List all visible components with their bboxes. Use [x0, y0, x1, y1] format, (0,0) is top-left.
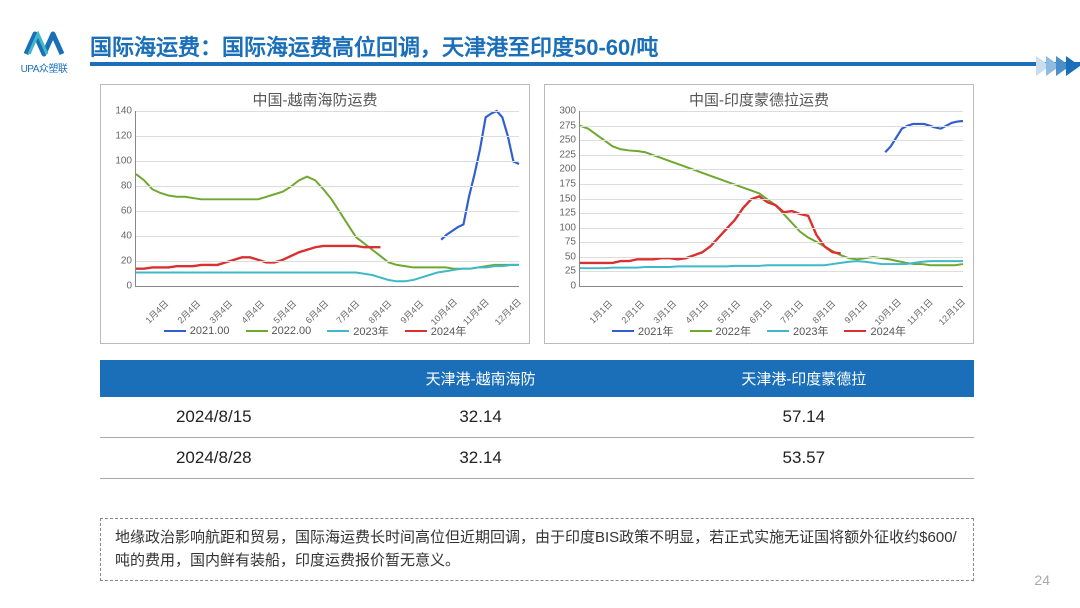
slide-title: 国际海运费：国际海运费高位回调，天津港至印度50-60/吨 [90, 30, 1080, 62]
chart-vietnam: 中国-越南海防运费 0204060801001201401月4日2月4日3月4日… [100, 84, 530, 344]
legend-item: 2024年 [405, 323, 466, 339]
legend-item: 2021.00 [164, 323, 230, 339]
charts-row: 中国-越南海防运费 0204060801001201401月4日2月4日3月4日… [100, 84, 974, 344]
page-number: 24 [1034, 572, 1050, 588]
table-row: 2024/8/2832.1453.57 [100, 438, 974, 479]
title-underline [90, 62, 1080, 66]
footnote: 地缘政治影响航距和贸易，国际海运费长时间高位但近期回调，由于印度BIS政策不明显… [100, 518, 974, 581]
legend-item: 2023年 [767, 323, 828, 339]
chart-india: 中国-印度蒙德拉运费 02550751001251501752002252502… [544, 84, 974, 344]
table-header: 天津港-越南海防 [328, 360, 634, 397]
brand-text: UPA众塑联 [14, 60, 74, 75]
brand-logo: UPA众塑联 [14, 28, 74, 75]
table-header [100, 360, 328, 397]
legend-item: 2022年 [690, 323, 751, 339]
freight-table: 天津港-越南海防天津港-印度蒙德拉 2024/8/1532.1457.14202… [100, 360, 974, 479]
legend-item: 2024年 [844, 323, 905, 339]
legend-item: 2022.00 [246, 323, 312, 339]
table-header: 天津港-印度蒙德拉 [634, 360, 974, 397]
legend-item: 2021年 [612, 323, 673, 339]
table-row: 2024/8/1532.1457.14 [100, 397, 974, 438]
arrow-decoration [1040, 56, 1080, 76]
legend-item: 2023年 [327, 323, 388, 339]
